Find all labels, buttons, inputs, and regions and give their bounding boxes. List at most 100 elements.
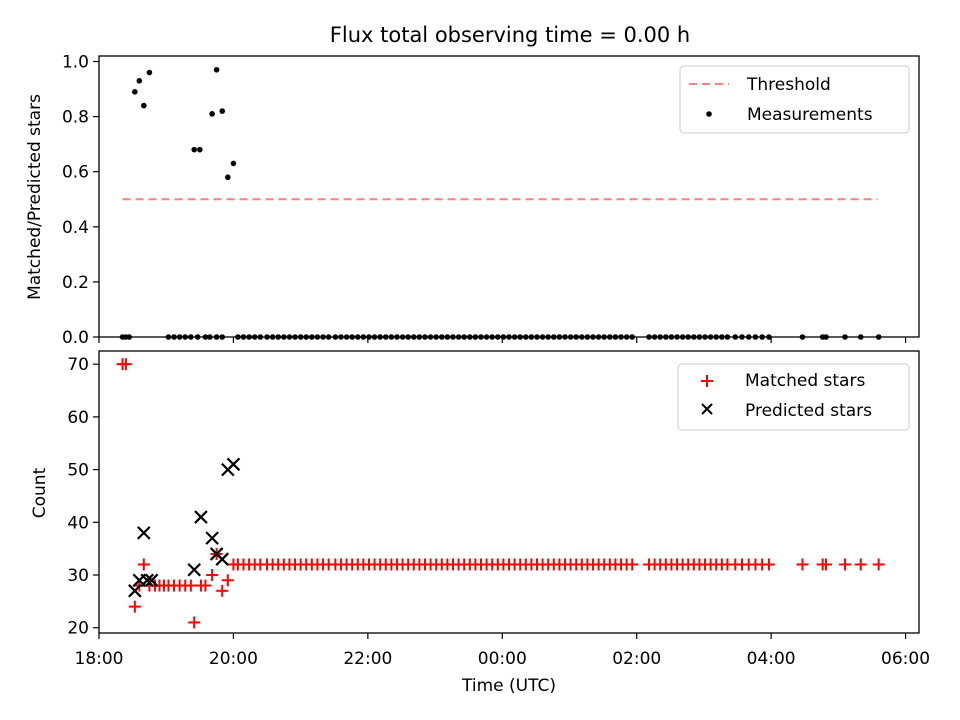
measurement-point-zero [739, 334, 745, 340]
measurement-point-zero [297, 334, 304, 340]
measurement-point-zero [360, 334, 367, 340]
measurement-point-zero [685, 334, 692, 340]
measurement-point [225, 174, 231, 181]
measurement-point-zero [857, 334, 864, 340]
measurement-point-zero [377, 334, 383, 340]
matched-star-point [762, 558, 775, 571]
measurement-point-zero [483, 334, 490, 340]
x-tick-label: 06:00 [881, 649, 930, 669]
measurement-point-zero [674, 334, 680, 340]
predicted-star-point [226, 457, 241, 472]
count-y-tick-label: 40 [67, 513, 89, 533]
measurement-point-zero [382, 334, 389, 340]
matched-legend-label: Matched stars [745, 371, 865, 391]
measurement-point-zero [500, 334, 507, 340]
measurement-point-zero [534, 334, 540, 340]
predicted-star-point [137, 526, 151, 540]
count-y-tick-label: 60 [67, 408, 89, 428]
measurement-point-zero [590, 334, 596, 340]
measurement-point-zero [354, 334, 361, 340]
measurement-point-zero [438, 334, 445, 340]
matched-star-point [839, 558, 852, 571]
measurement-point [146, 69, 153, 76]
measurement-point-zero [528, 334, 535, 340]
x-tick-label: 02:00 [612, 649, 661, 669]
measurement-point-zero [165, 334, 172, 340]
chart-title: Flux total observing time = 0.00 h [330, 23, 690, 47]
measurement-point [136, 77, 143, 84]
measurement-point-zero [264, 334, 270, 340]
measurement-point-zero [444, 334, 451, 340]
measurement-point-zero [309, 334, 315, 340]
measurement-point-zero [679, 334, 686, 340]
measurement-point-zero [281, 334, 287, 340]
measurement-point-zero [320, 334, 326, 340]
measurement-point-zero [629, 334, 636, 340]
measurement-point-zero [724, 334, 731, 340]
predicted-star-point [187, 562, 201, 577]
matched-legend-swatch [701, 375, 713, 387]
measurement-point-zero [188, 334, 194, 340]
measurement-point [230, 160, 237, 167]
measurement-point-zero [523, 334, 529, 340]
measurement-point-zero [595, 334, 602, 340]
measurement-point-zero [567, 334, 574, 340]
x-tick-label: 00:00 [478, 649, 527, 669]
measurement-point-zero [433, 334, 439, 340]
x-tick-label: 18:00 [75, 649, 124, 669]
measurement-point [191, 146, 198, 153]
threshold-legend-label: Threshold [746, 75, 831, 95]
ratio-panel: 0.0 0.2 0.4 0.6 0.8 1.0 Matched/Predicted sta… [25, 53, 920, 348]
measurement-point-zero [545, 334, 552, 340]
measurement-point-zero [338, 334, 344, 340]
measurement-point-zero [455, 334, 462, 340]
matched-star-point [184, 579, 197, 592]
matched-star-point [128, 600, 141, 613]
measurement-point-zero [292, 334, 298, 340]
predicted-star-point [140, 573, 154, 588]
ratio-legend-box [679, 65, 910, 134]
predicted-legend-swatch [701, 403, 713, 415]
measurement-point [209, 111, 215, 117]
measurement-point-zero [410, 334, 417, 340]
measurement-point-zero [752, 334, 759, 340]
measurement-point-zero [842, 334, 848, 340]
measurement-point [132, 89, 138, 95]
measurements-legend-swatch [706, 111, 712, 117]
matched-star-point [199, 579, 212, 592]
measurement-point-zero [251, 334, 258, 340]
measurement-point-zero [601, 334, 608, 340]
measurement-point-zero [713, 334, 720, 340]
ratio-y-tick-label: 0.2 [62, 273, 89, 293]
measurement-point-zero [579, 334, 585, 340]
measurement-point-zero [494, 334, 501, 340]
predicted-star-point [194, 510, 208, 524]
measurement-point-zero [461, 334, 467, 340]
measurement-point [197, 146, 203, 153]
measurement-point-zero [194, 334, 201, 340]
predicted-star-point [144, 573, 159, 588]
measurement-point-zero [562, 334, 568, 340]
ratio-ylabel: Matched/Predicted stars [25, 94, 45, 300]
ratio-legend: Threshold Measurements [679, 65, 910, 134]
x-axis-label: Time (UTC) [461, 676, 556, 696]
measurement-point-zero [394, 334, 400, 340]
count-panel: 20 30 40 50 60 70 18:00 20:00 22:00 00:00 02:00 04… [30, 350, 930, 669]
matched-star-point [820, 558, 833, 571]
measurement-point-zero [176, 334, 183, 340]
count-y-tick-label: 50 [67, 461, 89, 481]
matched-star-point [854, 558, 867, 571]
predicted-legend-label: Predicted stars [745, 401, 872, 421]
measurement-point [141, 102, 147, 109]
measurement-point-zero [651, 334, 658, 340]
measurement-point-zero [240, 334, 247, 340]
matched-star-point [119, 358, 132, 371]
count-y-tick-label: 20 [67, 619, 89, 639]
measurement-point-zero [246, 334, 252, 340]
count-legend: Matched stars Predicted stars [677, 363, 910, 431]
measurement-point-zero [349, 334, 355, 340]
measurement-point-zero [422, 334, 428, 340]
measurement-point-zero [799, 334, 806, 340]
measurement-point-zero [207, 334, 213, 340]
x-tick-label: 22:00 [343, 649, 392, 669]
